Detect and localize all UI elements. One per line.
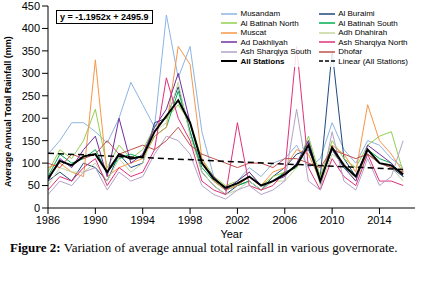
html-text:Al Buraimi: Al Buraimi	[338, 9, 375, 18]
svg-text:1994: 1994	[130, 214, 154, 226]
svg-text:0: 0	[34, 202, 40, 214]
svg-text:400: 400	[22, 22, 40, 34]
svg-text:200: 200	[22, 112, 40, 124]
svg-text:350: 350	[22, 45, 40, 57]
svg-text:2006: 2006	[273, 214, 297, 226]
svg-text:2010: 2010	[320, 214, 344, 226]
html-text:Figure 2: Variation of average: Figure 2: Variation of average annual to…	[10, 240, 398, 255]
svg-text:150: 150	[22, 135, 40, 147]
svg-text:2014: 2014	[367, 214, 391, 226]
svg-text:100: 100	[22, 157, 40, 169]
svg-text:250: 250	[22, 90, 40, 102]
html-text:Al Batinah South: Al Batinah South	[338, 18, 398, 28]
html-text:y = -1.1952x + 2495.9: y = -1.1952x + 2495.9	[60, 12, 149, 22]
svg-text:300: 300	[22, 67, 40, 79]
svg-text:Average Annual Total Rainfall: Average Annual Total Rainfall (mm)	[8, 36, 13, 187]
html-text:Adh Dhahirah: Adh Dhahirah	[338, 28, 388, 37]
html-text:Musandam: Musandam	[240, 9, 280, 18]
html-text:Ash Sharqiya North: Ash Sharqiya North	[338, 37, 408, 47]
svg-text:2002: 2002	[225, 214, 249, 226]
html-text:All Stations: All Stations	[240, 56, 285, 66]
html-text:Al Batinah North: Al Batinah North	[240, 18, 299, 28]
svg-text:450: 450	[22, 0, 40, 12]
svg-text:1990: 1990	[83, 214, 107, 226]
svg-text:Year: Year	[220, 228, 243, 238]
html-text:Dhofar: Dhofar	[338, 47, 363, 56]
svg-text:50: 50	[28, 179, 40, 191]
html-text:Ad Dakhliyah: Ad Dakhliyah	[240, 37, 288, 47]
html-text:Muscat: Muscat	[240, 28, 267, 37]
svg-text:1986: 1986	[36, 214, 60, 226]
svg-text:1998: 1998	[178, 214, 202, 226]
html-text:Ash Sharqiya South: Ash Sharqiya South	[240, 47, 312, 56]
html-text:Linear (All Stations): Linear (All Stations)	[338, 56, 408, 66]
